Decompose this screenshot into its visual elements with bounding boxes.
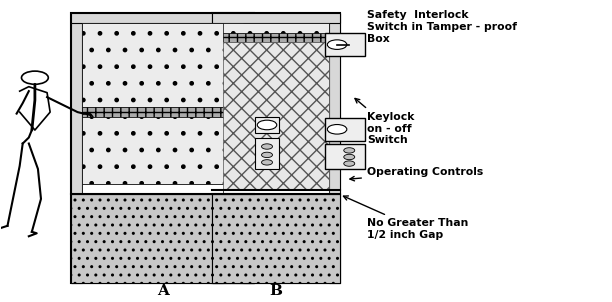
Bar [223,190,329,194]
Bar [212,13,340,283]
Text: Safety  Interlock
Switch in Tamper - proof
Box: Safety Interlock Switch in Tamper - proo… [356,10,517,43]
Circle shape [327,40,347,50]
Circle shape [261,144,272,149]
Bar [72,13,254,23]
Bar [329,13,340,283]
Bar [326,143,365,169]
Text: B: B [269,284,282,297]
Bar [326,118,365,140]
Bar [223,33,329,42]
Bar [326,34,365,56]
Bar [83,184,243,194]
Circle shape [261,160,272,165]
Bar [255,137,278,169]
Text: Keylock
on - off
Switch: Keylock on - off Switch [355,98,414,145]
Circle shape [344,154,355,160]
Bar [223,23,329,33]
Circle shape [344,161,355,166]
Circle shape [327,124,347,134]
Circle shape [257,120,277,130]
Text: No Greater Than
1/2 inch Gap: No Greater Than 1/2 inch Gap [343,196,468,240]
Circle shape [344,148,355,153]
Bar [243,13,254,283]
Text: Operating Controls: Operating Controls [350,167,483,181]
Bar [255,117,278,133]
Bar [83,23,243,107]
Bar [72,194,254,283]
Bar [72,13,254,283]
Bar [83,107,243,117]
Bar [83,117,243,184]
Bar [212,13,223,283]
Circle shape [261,152,272,158]
Bar [223,42,329,190]
Text: A: A [157,284,169,297]
Bar [72,13,83,283]
Bar [212,194,340,283]
Bar [212,13,340,23]
